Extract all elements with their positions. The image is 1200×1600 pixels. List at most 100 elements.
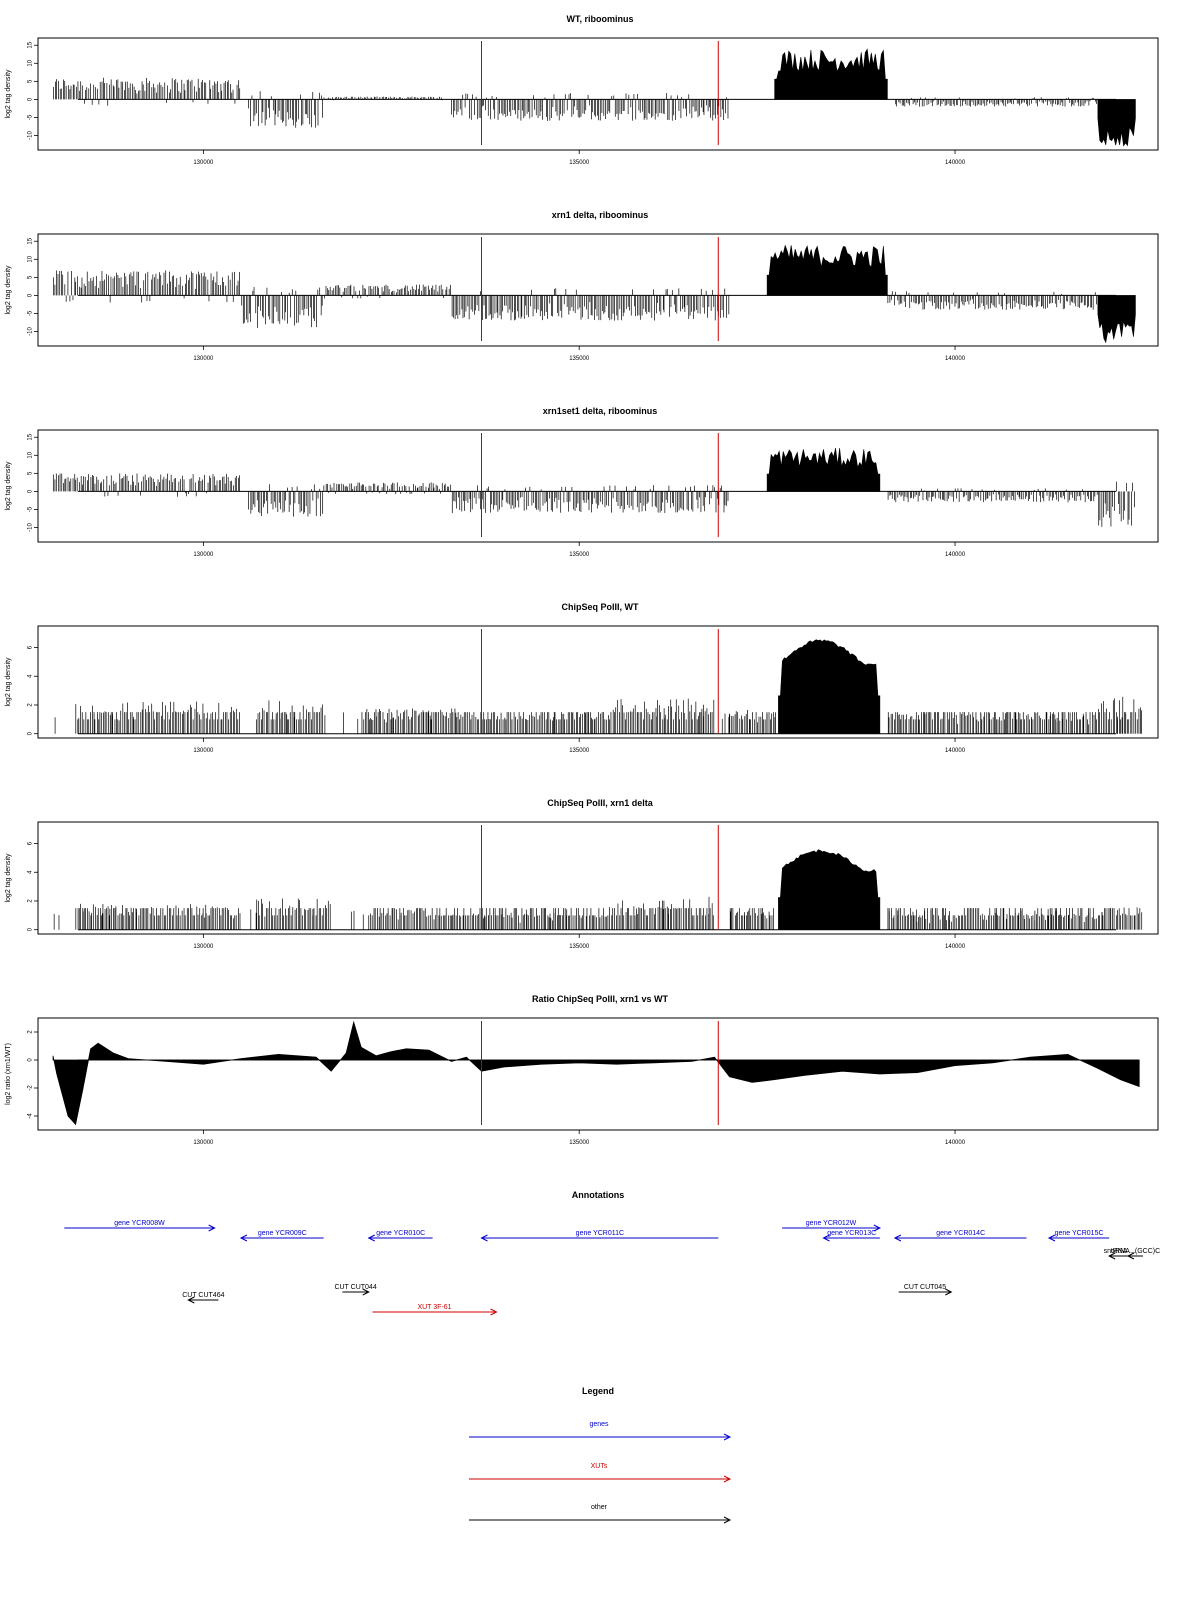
- annotation-arrowhead: [893, 1234, 902, 1242]
- data-segment: [766, 448, 881, 492]
- annotation-arrow: tRNA ...(GCC)C: [1111, 1248, 1160, 1260]
- data-segment: [887, 908, 1097, 930]
- data-segment: [774, 48, 888, 100]
- y-tick-label: 5: [28, 275, 34, 279]
- data-segment: [887, 291, 1097, 310]
- annotation-arrow: gene YCR015C: [1047, 1230, 1110, 1242]
- annotation-label: tRNA ...(GCC)C: [1111, 1248, 1160, 1255]
- y-tick-label: -10: [28, 131, 34, 140]
- data-segment: [75, 701, 240, 734]
- panel-title: Ratio ChipSeq PolII, xrn1 vs WT: [532, 994, 669, 1004]
- panel-title: xrn1 delta, riboominus: [552, 210, 649, 220]
- data-segment: [368, 908, 481, 930]
- x-tick-label: 130000: [193, 748, 214, 754]
- y-tick-label: 10: [28, 255, 34, 262]
- x-tick-label: 135000: [569, 552, 590, 558]
- panel-title: ChipSeq PolII, WT: [562, 602, 639, 612]
- annotation-arrowhead: [490, 1308, 498, 1316]
- annotations-panel: Annotations gene YCR008W gene YCR009C gene …: [64, 1190, 1160, 1316]
- legend-label: genes: [589, 1421, 609, 1428]
- data-segment: [75, 903, 241, 930]
- data-segment: [1098, 696, 1142, 734]
- data-segment: [778, 639, 881, 734]
- data-segment: [895, 97, 1098, 107]
- y-tick-label: 15: [28, 433, 34, 440]
- annotation-arrow: XUT 3F-61: [372, 1304, 498, 1316]
- annotation-label: XUT 3F-61: [417, 1304, 451, 1311]
- y-tick-label: 0: [28, 293, 34, 297]
- x-tick-label: 135000: [569, 356, 590, 362]
- data-series: [52, 448, 1135, 527]
- y-tick-label: 6: [28, 841, 34, 845]
- data-segment: [887, 488, 1098, 503]
- annotation-arrow: CUT CUT045: [898, 1284, 953, 1296]
- x-tick-label: 140000: [945, 748, 966, 754]
- annotation-arrow: CUT CUT464: [182, 1292, 225, 1304]
- y-tick-label: 5: [28, 471, 34, 475]
- annotation-arrowhead: [480, 1234, 488, 1242]
- annotation-label: snoRNA ...: [1104, 1248, 1138, 1255]
- y-tick-label: -10: [28, 523, 34, 532]
- data-series: [53, 48, 1136, 147]
- panel-6: Ratio ChipSeq PolII, xrn1 vs WT -4 -2 0 2 log…: [5, 994, 1159, 1146]
- annotation-label: gene YCR014C: [936, 1230, 985, 1237]
- y-tick-label: 2: [28, 1030, 34, 1034]
- data-segment: [609, 896, 714, 930]
- data-segment: [481, 712, 609, 734]
- annotation-arrowhead: [1047, 1234, 1056, 1242]
- y-tick-label: 10: [28, 59, 34, 66]
- legend-label: other: [591, 1504, 608, 1511]
- panel-title: xrn1set1 delta, riboominus: [543, 406, 658, 416]
- data-series: [54, 639, 1142, 735]
- data-segment: [1098, 481, 1135, 527]
- x-tick-label: 135000: [569, 944, 590, 950]
- x-tick-label: 130000: [193, 944, 214, 950]
- plot-frame: [37, 821, 1159, 935]
- panel-title: ChipSeq PolII, xrn1 delta: [547, 798, 654, 808]
- data-bar-block: [1097, 295, 1136, 344]
- annotation-label: gene YCR012W: [806, 1220, 857, 1227]
- x-tick-label: 140000: [945, 1140, 966, 1146]
- y-tick-label: 2: [28, 899, 34, 903]
- data-bar-block: [778, 849, 881, 930]
- plot-frame: [37, 233, 1159, 347]
- data-segment: [1097, 295, 1136, 344]
- annotation-label: CUT CUT045: [904, 1284, 946, 1291]
- annotation-arrowhead: [367, 1234, 375, 1242]
- data-segment: [451, 485, 729, 514]
- data-segment: [887, 712, 1097, 734]
- data-segment: [323, 96, 444, 101]
- data-segment: [323, 482, 452, 495]
- x-tick-label: 135000: [569, 1140, 590, 1146]
- annotation-arrow: gene YCR013C: [822, 1230, 880, 1242]
- x-tick-label: 130000: [193, 1140, 214, 1146]
- data-segment: [609, 698, 715, 734]
- y-tick-label: -4: [28, 1113, 34, 1119]
- annotation-label: gene YCR015C: [1055, 1230, 1104, 1237]
- y-tick-label: 15: [28, 41, 34, 48]
- y-tick-label: 0: [28, 927, 34, 931]
- y-tick-label: -5: [28, 506, 34, 512]
- y-axis-label: log2 tag density: [5, 265, 12, 315]
- panel-title: WT, riboominus: [567, 14, 634, 24]
- y-tick-label: 2: [28, 703, 34, 707]
- data-segment: [256, 700, 323, 734]
- y-axis-label: log2 tag density: [5, 69, 12, 119]
- x-tick-label: 130000: [193, 356, 214, 362]
- data-segment: [52, 473, 240, 497]
- legend-panel: Legend genes XUTs other: [469, 1386, 732, 1524]
- data-bar-block: [774, 48, 888, 100]
- data-segment: [241, 286, 323, 328]
- data-series: [52, 1020, 1140, 1126]
- y-tick-label: 0: [28, 731, 34, 735]
- x-tick-label: 130000: [193, 552, 214, 558]
- data-segment: [766, 244, 888, 296]
- data-bar-block: [766, 448, 881, 492]
- annotation-arrowhead: [822, 1234, 830, 1242]
- y-axis-label: log2 ratio (xrn1/WT): [5, 1043, 12, 1105]
- panel-4: ChipSeq PolII, WT 0 2 4 6 log2 tag density 130…: [5, 602, 1159, 754]
- annotation-arrow: gene YCR008W: [64, 1220, 216, 1232]
- annotation-label: gene YCR009C: [258, 1230, 307, 1237]
- data-series: [53, 849, 1143, 931]
